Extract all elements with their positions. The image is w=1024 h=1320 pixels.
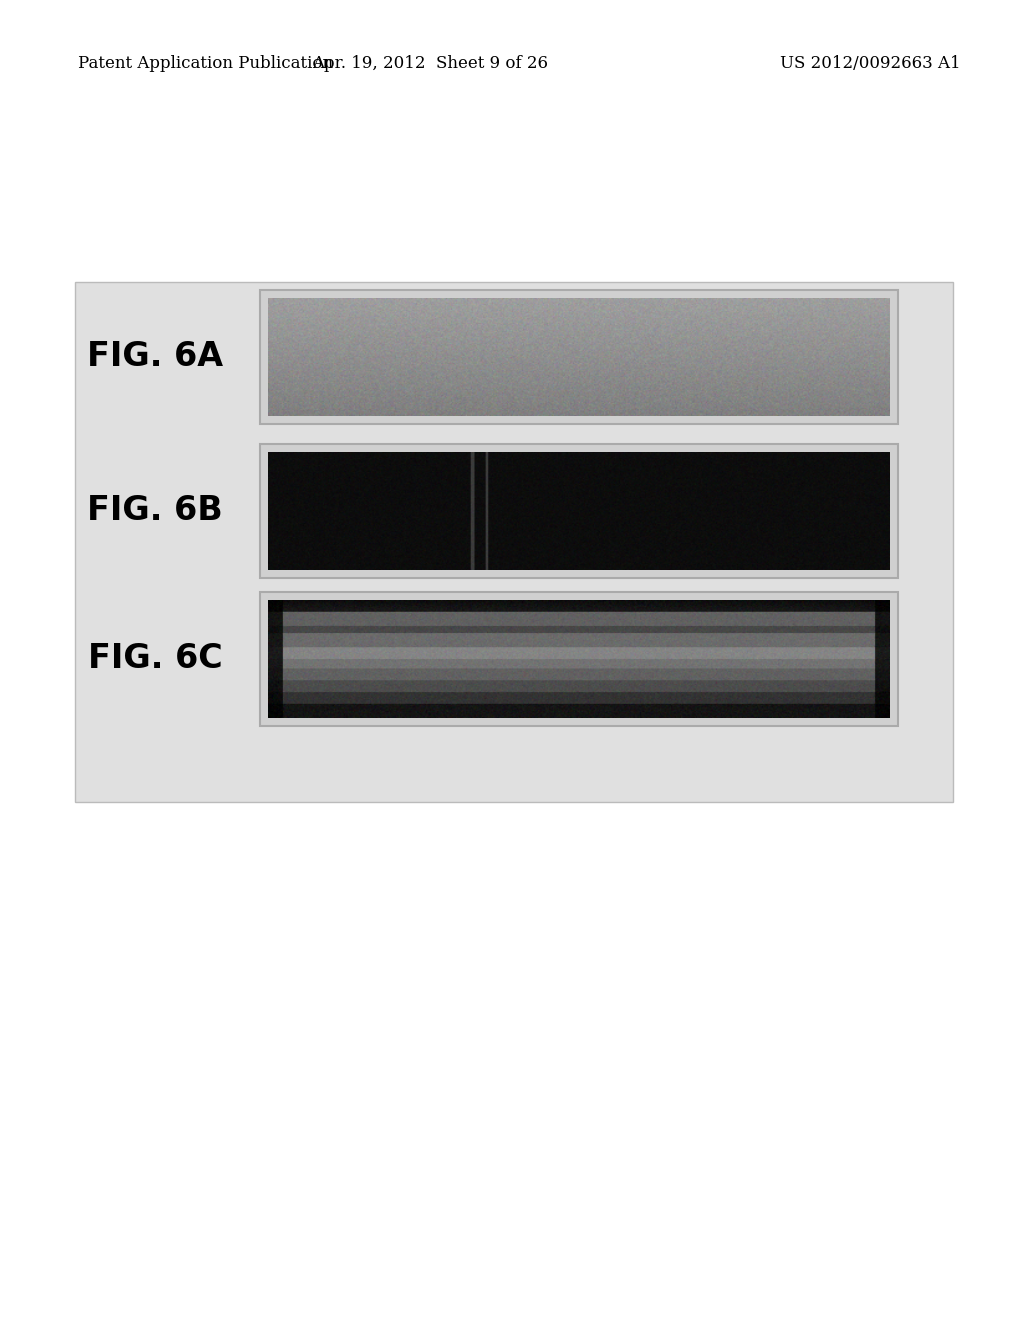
- Text: US 2012/0092663 A1: US 2012/0092663 A1: [779, 55, 961, 73]
- Text: FIG. 6B: FIG. 6B: [87, 495, 223, 528]
- Bar: [260, 290, 898, 424]
- Text: Apr. 19, 2012  Sheet 9 of 26: Apr. 19, 2012 Sheet 9 of 26: [312, 55, 548, 73]
- Text: Patent Application Publication: Patent Application Publication: [78, 55, 333, 73]
- Bar: [260, 444, 898, 578]
- Text: FIG. 6C: FIG. 6C: [88, 643, 222, 676]
- Text: FIG. 6A: FIG. 6A: [87, 341, 223, 374]
- Bar: [75, 282, 953, 803]
- Bar: [260, 591, 898, 726]
